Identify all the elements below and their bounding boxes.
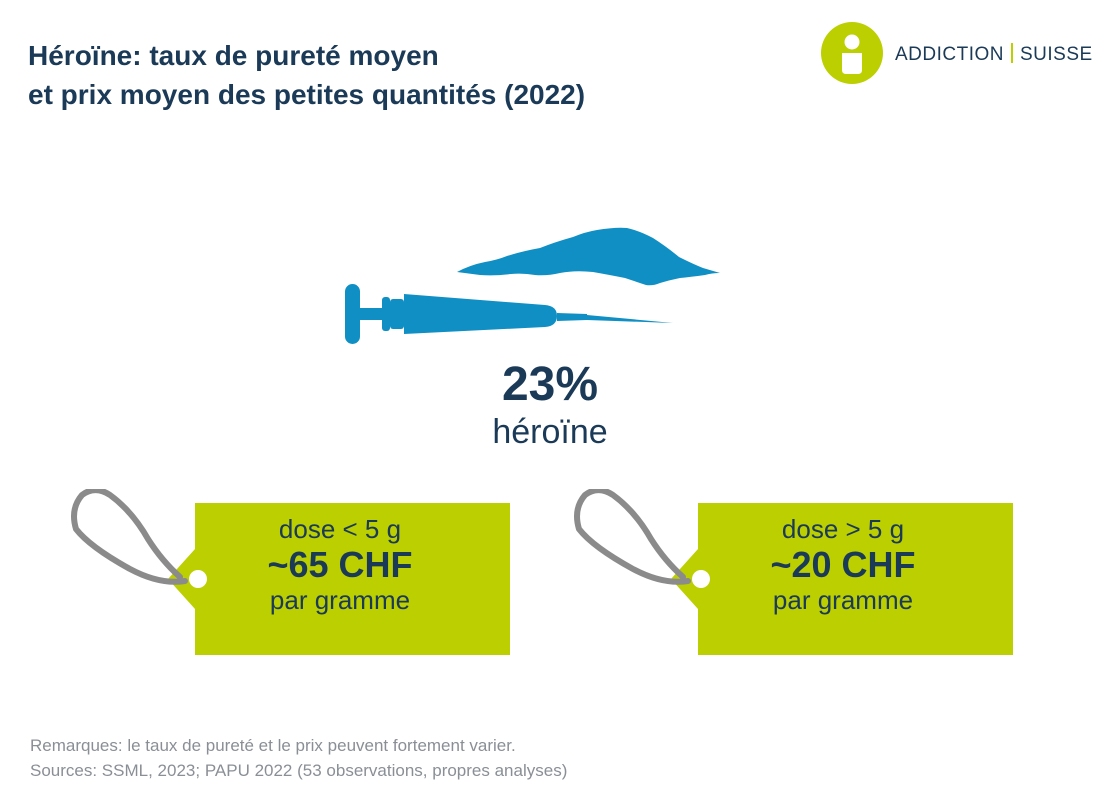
- title-line-2: et prix moyen des petites quantités (202…: [28, 79, 586, 110]
- price-tag-shape: [71, 489, 510, 655]
- tag-price: ~20 CHF: [770, 544, 916, 585]
- tag-string-icon: [71, 489, 188, 585]
- logo-text: ADDICTION SUISSE: [895, 43, 1093, 66]
- purity-label: héroïne: [492, 413, 608, 451]
- footer-notes: Remarques: le taux de pureté et le prix …: [30, 733, 567, 783]
- addiction-suisse-logo: ADDICTION SUISSE: [821, 22, 1092, 88]
- title-line-1: Héroïne: taux de pureté moyen: [28, 40, 439, 71]
- footer-remarks: Remarques: le taux de pureté et le prix …: [30, 736, 516, 755]
- tag-unit: par gramme: [772, 585, 914, 615]
- tag-unit: par gramme: [269, 585, 411, 615]
- purity-value: 23%: [501, 358, 599, 411]
- price-tag-large-dose: dose > 5 g ~20 CHF par gramme: [573, 489, 1013, 655]
- logo-text-suisse: SUISSE: [1020, 44, 1093, 65]
- price-tag-shape: [574, 489, 1013, 655]
- powder-pile-icon: [457, 227, 720, 286]
- price-tag-small-dose: dose < 5 g ~65 CHF par gramme: [70, 489, 510, 655]
- syringe-icon: [345, 284, 673, 344]
- tag-price: ~65 CHF: [267, 544, 413, 585]
- tag-text: dose > 5 g ~20 CHF par gramme: [673, 513, 1013, 615]
- purity-stat: 23% héroïne: [420, 358, 680, 452]
- logo-circle: [821, 22, 883, 84]
- person-icon: [842, 34, 862, 74]
- tag-string-icon: [574, 489, 691, 585]
- page-title: Héroïne: taux de pureté moyen et prix mo…: [28, 36, 585, 114]
- tag-dose: dose < 5 g: [278, 514, 402, 544]
- tag-dose: dose > 5 g: [781, 514, 905, 544]
- logo-text-addiction: ADDICTION: [895, 44, 1004, 65]
- footer-sources: Sources: SSML, 2023; PAPU 2022 (53 obser…: [30, 761, 568, 780]
- tag-text: dose < 5 g ~65 CHF par gramme: [170, 513, 510, 615]
- logo-separator: [1011, 43, 1013, 63]
- heroin-syringe-illustration: [345, 227, 720, 344]
